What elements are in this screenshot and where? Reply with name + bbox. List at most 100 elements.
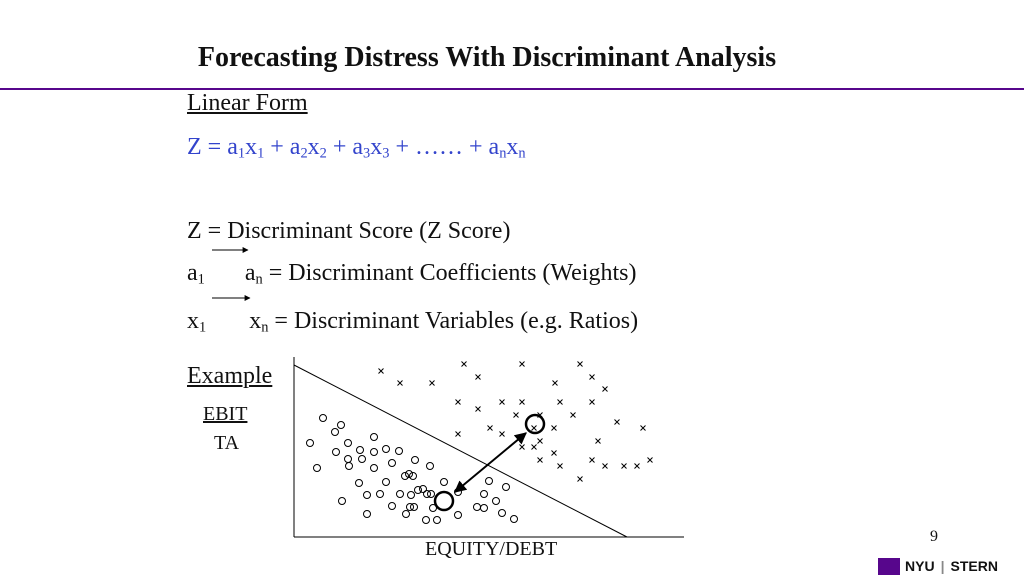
healthy-point (407, 491, 415, 499)
distressed-point (621, 463, 627, 469)
distressed-point (595, 438, 601, 444)
healthy-point (344, 439, 352, 447)
distressed-point (602, 386, 608, 392)
subscript: 1 (199, 319, 207, 336)
y-label: EBIT (203, 403, 248, 425)
healthy-point (498, 509, 506, 517)
definition: x1 xn = Discriminant Variables (e.g. Rati… (187, 308, 638, 337)
healthy-point (331, 428, 339, 436)
healthy-point (388, 459, 396, 467)
healthy-point (410, 503, 418, 511)
heading: Example (187, 363, 273, 389)
discriminant-line (293, 364, 628, 538)
healthy-point (402, 510, 410, 518)
subscript: 2 (300, 145, 308, 162)
healthy-point (396, 490, 404, 498)
distressed-point (461, 361, 467, 367)
highlight (433, 490, 455, 512)
healthy-point (370, 448, 378, 456)
healthy-point (395, 447, 403, 455)
healthy-point (370, 433, 378, 441)
base: + a (264, 134, 301, 160)
healthy-point (411, 456, 419, 464)
healthy-point (306, 439, 314, 447)
healthy-point (454, 511, 462, 519)
distressed-point (499, 399, 505, 405)
distressed-point (537, 457, 543, 463)
distressed-point (519, 399, 525, 405)
symbol: xn (249, 308, 269, 336)
distressed-point (455, 431, 461, 437)
subscript: 2 (319, 145, 327, 162)
healthy-point (433, 516, 441, 524)
distressed-point (589, 399, 595, 405)
distressed-point (552, 380, 558, 386)
subscript: 1 (197, 271, 205, 288)
subscript: 1 (237, 145, 246, 162)
symbol: x1 (187, 308, 207, 336)
distressed-point (397, 380, 403, 386)
heading: Linear Form (187, 90, 308, 116)
definition: a1 an = Discriminant Coefficients (Weight… (187, 260, 636, 289)
distressed-point (640, 425, 646, 431)
logo-mark (878, 558, 900, 575)
distressed-point (551, 450, 557, 456)
base: Z = a (187, 134, 238, 160)
distressed-point (557, 399, 563, 405)
healthy-point (355, 479, 363, 487)
healthy-point (423, 490, 431, 498)
healthy-point (338, 497, 346, 505)
healthy-point (422, 516, 430, 524)
formula: Z = a1x1 + a2x2 + a3x3 + …… + anxn (187, 134, 526, 163)
distressed-point (551, 425, 557, 431)
healthy-point (358, 455, 366, 463)
distressed-point (537, 412, 543, 418)
healthy-point (376, 490, 384, 498)
distressed-point (531, 425, 537, 431)
distressed-point (519, 361, 525, 367)
distressed-point (519, 444, 525, 450)
symbol: a1 (187, 260, 205, 288)
healthy-point (492, 497, 500, 505)
base: x (307, 134, 320, 160)
logo-text: NYU (905, 558, 935, 574)
definition-text: = Discriminant Coefficients (Weights) (262, 260, 637, 286)
healthy-point (401, 472, 409, 480)
subscript: n (261, 319, 269, 336)
base: a (187, 260, 198, 286)
base: x (249, 308, 262, 334)
healthy-point (332, 448, 340, 456)
distressed-point (577, 361, 583, 367)
distressed-point (602, 463, 608, 469)
subscript: n (518, 145, 526, 162)
x-label: EQUITY/DEBT (425, 538, 558, 560)
distressed-point (378, 368, 384, 374)
healthy-point (414, 486, 422, 494)
healthy-point (363, 510, 371, 518)
title-rule (0, 88, 1024, 90)
distressed-point (570, 412, 576, 418)
definition: Z = Discriminant Score (Z Score) (187, 218, 511, 244)
healthy-point (485, 477, 493, 485)
distressed-point (647, 457, 653, 463)
healthy-point (406, 503, 414, 511)
healthy-point (319, 414, 327, 422)
distressed-point (531, 444, 537, 450)
distressed-point (499, 431, 505, 437)
healthy-point (409, 472, 417, 480)
healthy-point (419, 485, 427, 493)
healthy-point (473, 503, 481, 511)
logo-text: STERN (950, 558, 998, 574)
healthy-point (426, 462, 434, 470)
subscript: n (499, 145, 507, 162)
healthy-point (388, 502, 396, 510)
distressed-point (557, 463, 563, 469)
healthy-point (370, 464, 378, 472)
base: a (244, 260, 256, 286)
healthy-point (454, 488, 462, 496)
definition-text: = Discriminant Variables (e.g. Ratios) (268, 308, 639, 334)
subscript: 3 (363, 145, 371, 162)
distressed-point (513, 412, 519, 418)
distressed-point (487, 425, 493, 431)
